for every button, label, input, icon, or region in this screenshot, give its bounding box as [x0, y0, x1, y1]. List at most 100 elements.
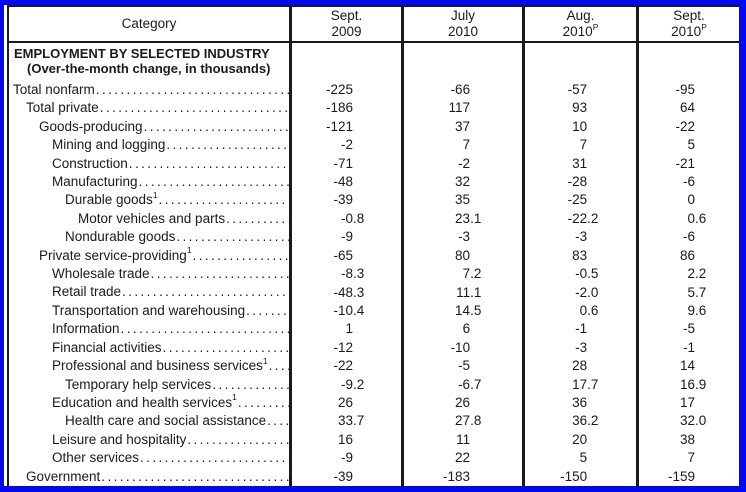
footnote-marker: 1: [232, 393, 237, 403]
value-cell: 17.7: [522, 375, 636, 394]
row-label-text: Education and health services: [52, 394, 233, 410]
leader-dots: [192, 247, 289, 265]
row-label-text: Private service-providing: [39, 247, 187, 263]
table-row: Motor vehicles and parts-0.823.1-22.20.6: [9, 209, 739, 229]
value-integer: 17: [679, 394, 695, 410]
table-row: Durable goods1 -39 35 -25 0: [9, 191, 739, 210]
value-integer: 0: [579, 302, 588, 318]
value-cell: 14.5: [401, 301, 522, 321]
value-cell: 38: [636, 430, 739, 450]
value-fraction: .3: [353, 284, 365, 300]
value-fraction: .7: [353, 413, 365, 429]
value-integer: -2: [575, 284, 588, 300]
row-label-text: Professional and business services: [52, 358, 263, 374]
value-fraction: .3: [353, 266, 365, 282]
date-year: 2010P: [563, 22, 599, 40]
value-fraction: .0: [695, 413, 707, 429]
value-cell: -1: [522, 320, 636, 339]
table-row: Health care and social assistance33.727.…: [9, 412, 739, 431]
value-integer: 11: [456, 431, 471, 447]
leader-dots: [211, 376, 289, 394]
column-header-category: Category: [9, 7, 289, 41]
value-cell: 5: [522, 449, 636, 468]
row-label: Education and health services1: [52, 394, 237, 412]
value-integer: -12: [333, 339, 354, 355]
table-row: Nondurable goods -9 -3 -3 -6: [9, 228, 739, 247]
value-cell: 0.6: [636, 209, 739, 229]
value-fraction: .2: [587, 413, 599, 429]
leader-dots: [186, 431, 289, 449]
row-label-cell: Construction: [9, 155, 289, 173]
value-cell: -3: [401, 228, 522, 247]
table-row: Professional and business services1 -22 -5…: [9, 357, 739, 376]
leader-dots: [99, 99, 289, 117]
value-cell: -95: [636, 81, 739, 100]
value-fraction: .5: [470, 302, 482, 318]
value-cell: 83: [522, 246, 636, 266]
value-cell: -9.2: [289, 375, 401, 394]
column-header-date: Sept. 2010P: [636, 7, 739, 41]
date-month-label: Sept.: [673, 8, 705, 23]
row-label: Government: [26, 468, 100, 486]
value-cell: 7: [636, 449, 739, 468]
value-integer: 10: [572, 118, 588, 134]
value-cell: 64: [636, 99, 739, 118]
value-integer: -95: [675, 82, 695, 98]
footnote-marker: 1: [152, 191, 158, 200]
value-integer: -1: [575, 321, 588, 337]
row-label: Nondurable goods: [65, 228, 175, 246]
value-cell: 7: [522, 136, 636, 155]
value-integer: 7: [462, 137, 471, 153]
value-integer: -22: [333, 358, 354, 374]
row-label: Wholesale trade: [52, 265, 150, 283]
value-cell: -12: [289, 338, 401, 358]
value-integer: -25: [567, 192, 588, 208]
value-integer: -0: [341, 210, 354, 226]
value-fraction: .2: [587, 210, 599, 226]
date-month-label: Aug.: [566, 8, 595, 23]
column-header-date: July 2010: [401, 7, 522, 41]
value-integer: 86: [679, 247, 695, 263]
value-fraction: .7: [470, 376, 482, 392]
leader-dots: [100, 468, 289, 486]
leader-dots: [245, 302, 289, 320]
row-label: Information: [52, 320, 120, 338]
value-cell: 23.1: [401, 209, 522, 229]
date-month: Aug.: [567, 8, 595, 24]
value-cell: -1: [636, 338, 739, 358]
value-cell: 37: [401, 117, 522, 137]
table-row: Transportation and warehousing-10.414.50…: [9, 301, 739, 321]
row-label-text: Retail trade: [52, 284, 122, 300]
value-cell: 36.2: [522, 412, 636, 431]
row-label-cell: Manufacturing: [9, 173, 289, 191]
value-cell: -10: [401, 338, 522, 358]
leader-dots: [139, 449, 289, 467]
value-integer: -28: [567, 174, 588, 190]
value-cell: -3: [522, 338, 636, 358]
value-fraction: .1: [470, 284, 482, 300]
row-label-cell: Retail trade: [9, 283, 289, 301]
value-integer: -3: [575, 229, 588, 245]
value-cell: -5: [401, 357, 522, 376]
row-label-text: Manufacturing: [52, 174, 138, 190]
value-cell: -2: [289, 136, 401, 155]
leader-dots: [128, 155, 289, 173]
value-cell: 117: [401, 99, 522, 118]
row-label-cell: Motor vehicles and parts: [9, 210, 289, 228]
value-fraction: .7: [695, 284, 707, 300]
value-integer: 17: [572, 376, 588, 392]
value-integer: 2: [687, 266, 695, 282]
row-label-cell: Private service-providing1: [9, 247, 289, 265]
value-integer: -21: [675, 155, 695, 171]
value-cell: -0.5: [522, 265, 636, 284]
value-cell: -65: [289, 246, 401, 266]
row-label-cell: Wholesale trade: [9, 265, 289, 283]
value-cell: 6: [401, 320, 522, 339]
value-integer: -57: [567, 82, 588, 98]
value-integer: 0: [687, 210, 695, 226]
value-cell: -6: [636, 173, 739, 192]
value-fraction: .0: [587, 284, 599, 300]
row-label-text: Goods-producing: [39, 118, 143, 134]
row-label: Total private: [26, 99, 99, 117]
value-integer: -2: [458, 155, 471, 171]
